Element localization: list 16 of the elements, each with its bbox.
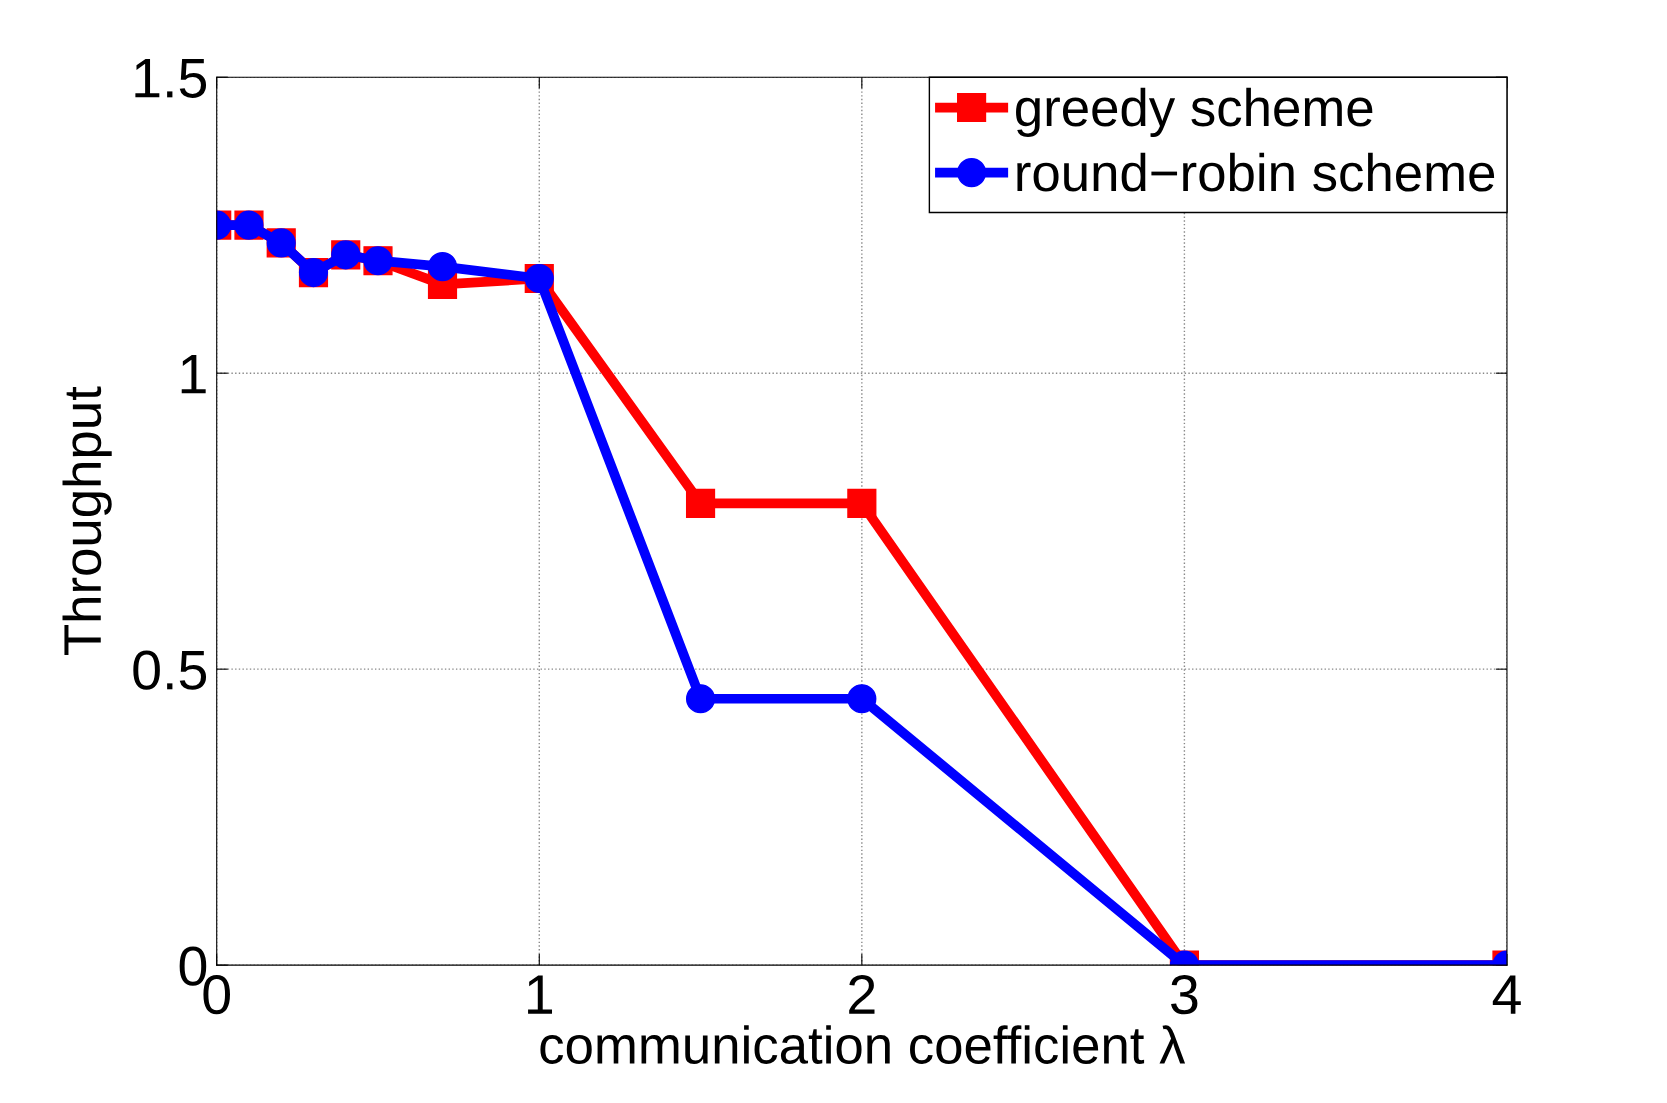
x-tick-label: 3 [1171, 974, 1198, 1015]
y-axis-title: Throughput [62, 386, 112, 655]
y-tick-label: 0.5 [133, 650, 207, 690]
x-axis-title: communication coefficient λ [540, 1025, 1186, 1065]
point [685, 684, 716, 714]
x-tick-label: 1 [528, 975, 553, 1014]
point [847, 488, 877, 518]
y-tick-label: 1.5 [135, 59, 207, 98]
legend-label: greedy scheme [1016, 87, 1373, 137]
x-tick-label: 4 [1492, 975, 1521, 1014]
y-tick-label: 1 [181, 355, 206, 394]
x-tick-label: 2 [849, 974, 875, 1014]
point [427, 252, 458, 282]
point [847, 684, 877, 714]
legend-label: round−robin scheme [1017, 152, 1495, 192]
point [685, 488, 716, 518]
